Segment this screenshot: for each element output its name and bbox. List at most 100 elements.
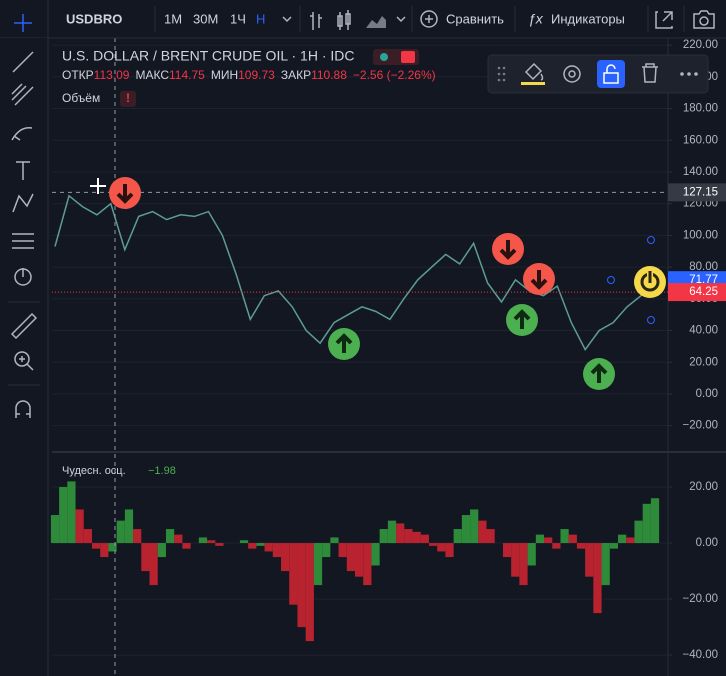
bars-style[interactable] [310,12,322,30]
oscillator-bar [404,529,413,544]
oscillator-bar [511,543,520,577]
screenshot-button[interactable] [693,10,715,29]
interval[interactable]: 1Ч [230,11,246,26]
symbol-title: U.S. DOLLAR / BRENT CRUDE OIL · 1H · IDC [62,48,355,64]
oscillator-bar [313,543,323,586]
y-tick-label: 180.00 [683,103,718,115]
style-menu[interactable] [396,16,406,23]
oscillator-bar [133,529,142,544]
ohlc-value: 113.09 [94,68,130,82]
color-button[interactable] [521,62,545,85]
oscillator-value: −1.98 [148,465,176,477]
oscillator-bar [486,529,495,544]
oscillator-bar [281,543,290,572]
y-tick-label: 0.00 [696,537,718,549]
text-tool[interactable] [16,161,30,180]
oscillator-bar [346,543,355,572]
crosshair-tool[interactable] [14,14,32,32]
oscillator-bar [305,543,314,642]
ohlc-label: ЗАКР [281,68,311,82]
oscillator-bar [527,543,536,566]
oscillator-bar [560,529,569,544]
area-style[interactable] [366,16,386,28]
ohlc-label: ОТКР [62,68,94,82]
oscillator-bar [124,509,134,544]
oscillator-bar [59,487,68,544]
oscillator-bar [609,543,619,549]
oscillator-bar [198,537,208,544]
volume-label[interactable]: Объём [62,91,100,105]
error-badge[interactable] [120,91,136,107]
compare-icon[interactable] [420,10,438,28]
signals [90,177,666,390]
indicators-button[interactable]: Индикаторы [551,11,625,26]
oscillator-bar [371,543,380,566]
oscillator-bar [83,529,92,544]
oscillator-bar [67,481,76,544]
pattern-tool[interactable] [12,193,34,213]
oscillator-bar [601,543,610,586]
brush-tool[interactable] [11,127,33,141]
interval[interactable]: H [256,11,265,26]
fib-tool[interactable] [11,83,34,106]
oscillator-bar [330,537,339,544]
drawing-toolbar [487,54,709,94]
settings-button[interactable] [563,65,581,83]
buy-marker [583,358,615,390]
oscillator-bar [445,543,454,558]
prediction-tool[interactable] [12,233,34,249]
compare-button[interactable]: Сравнить [446,11,504,26]
interval[interactable]: 30M [193,11,218,26]
price-label: 127.15 [683,186,718,198]
zoom-tool[interactable] [14,351,30,367]
sell-marker [523,263,555,295]
oscillator-bar [470,509,479,544]
oscillator-bar [182,543,191,549]
interval-menu[interactable] [282,16,292,23]
delete-button[interactable] [642,63,658,83]
fullscreen-button[interactable] [655,11,673,29]
oscillator-bar [108,543,117,552]
oscillator-bar [412,531,421,544]
handle[interactable] [647,316,655,324]
oscillator-bar [461,515,471,544]
oscillator-title[interactable]: Чудесн. осц. [62,465,126,477]
ohlc-label: МИН [211,68,238,82]
price-label: 64.25 [689,286,718,298]
interval[interactable]: 1M [164,11,182,26]
buy-marker [328,328,360,360]
magnet-tool[interactable] [15,400,31,418]
lock-button[interactable] [597,60,625,88]
oscillator-bar [437,543,446,552]
candles-style[interactable] [337,10,351,30]
buy-marker [506,304,538,336]
oscillator-bar [568,534,577,544]
oscillator-bar [634,520,643,544]
trendline-tool[interactable] [12,51,34,73]
oscillator-bar [478,520,487,544]
oscillator-bar [502,543,512,558]
y-tick-label: 0.00 [696,388,718,400]
price-label-bg [668,183,726,202]
oscillator-bar [379,529,388,544]
y-tick-label: 80.00 [689,261,718,273]
oscillator-bar [75,509,84,544]
more-button[interactable] [680,72,698,76]
y-tick-label: −20.00 [683,420,719,432]
handle[interactable] [647,236,655,244]
exit-marker [634,266,666,298]
ruler-tool[interactable] [10,312,38,340]
ohlc-value: 114.75 [169,68,205,82]
oscillator-bar [239,540,249,544]
y-tick-label: −40.00 [683,649,719,661]
status-dot [380,53,388,61]
y-tick-label: 100.00 [683,229,718,241]
handle[interactable] [607,276,615,284]
y-tick-label: 220.00 [683,39,718,51]
oscillator-bar [453,529,462,544]
oscillator-bar [338,543,347,558]
oscillator-bar [100,543,109,558]
indicators-icon[interactable]: ƒx [528,11,544,27]
symbol-search[interactable]: USDBRO [66,11,122,26]
cursor [90,178,106,194]
